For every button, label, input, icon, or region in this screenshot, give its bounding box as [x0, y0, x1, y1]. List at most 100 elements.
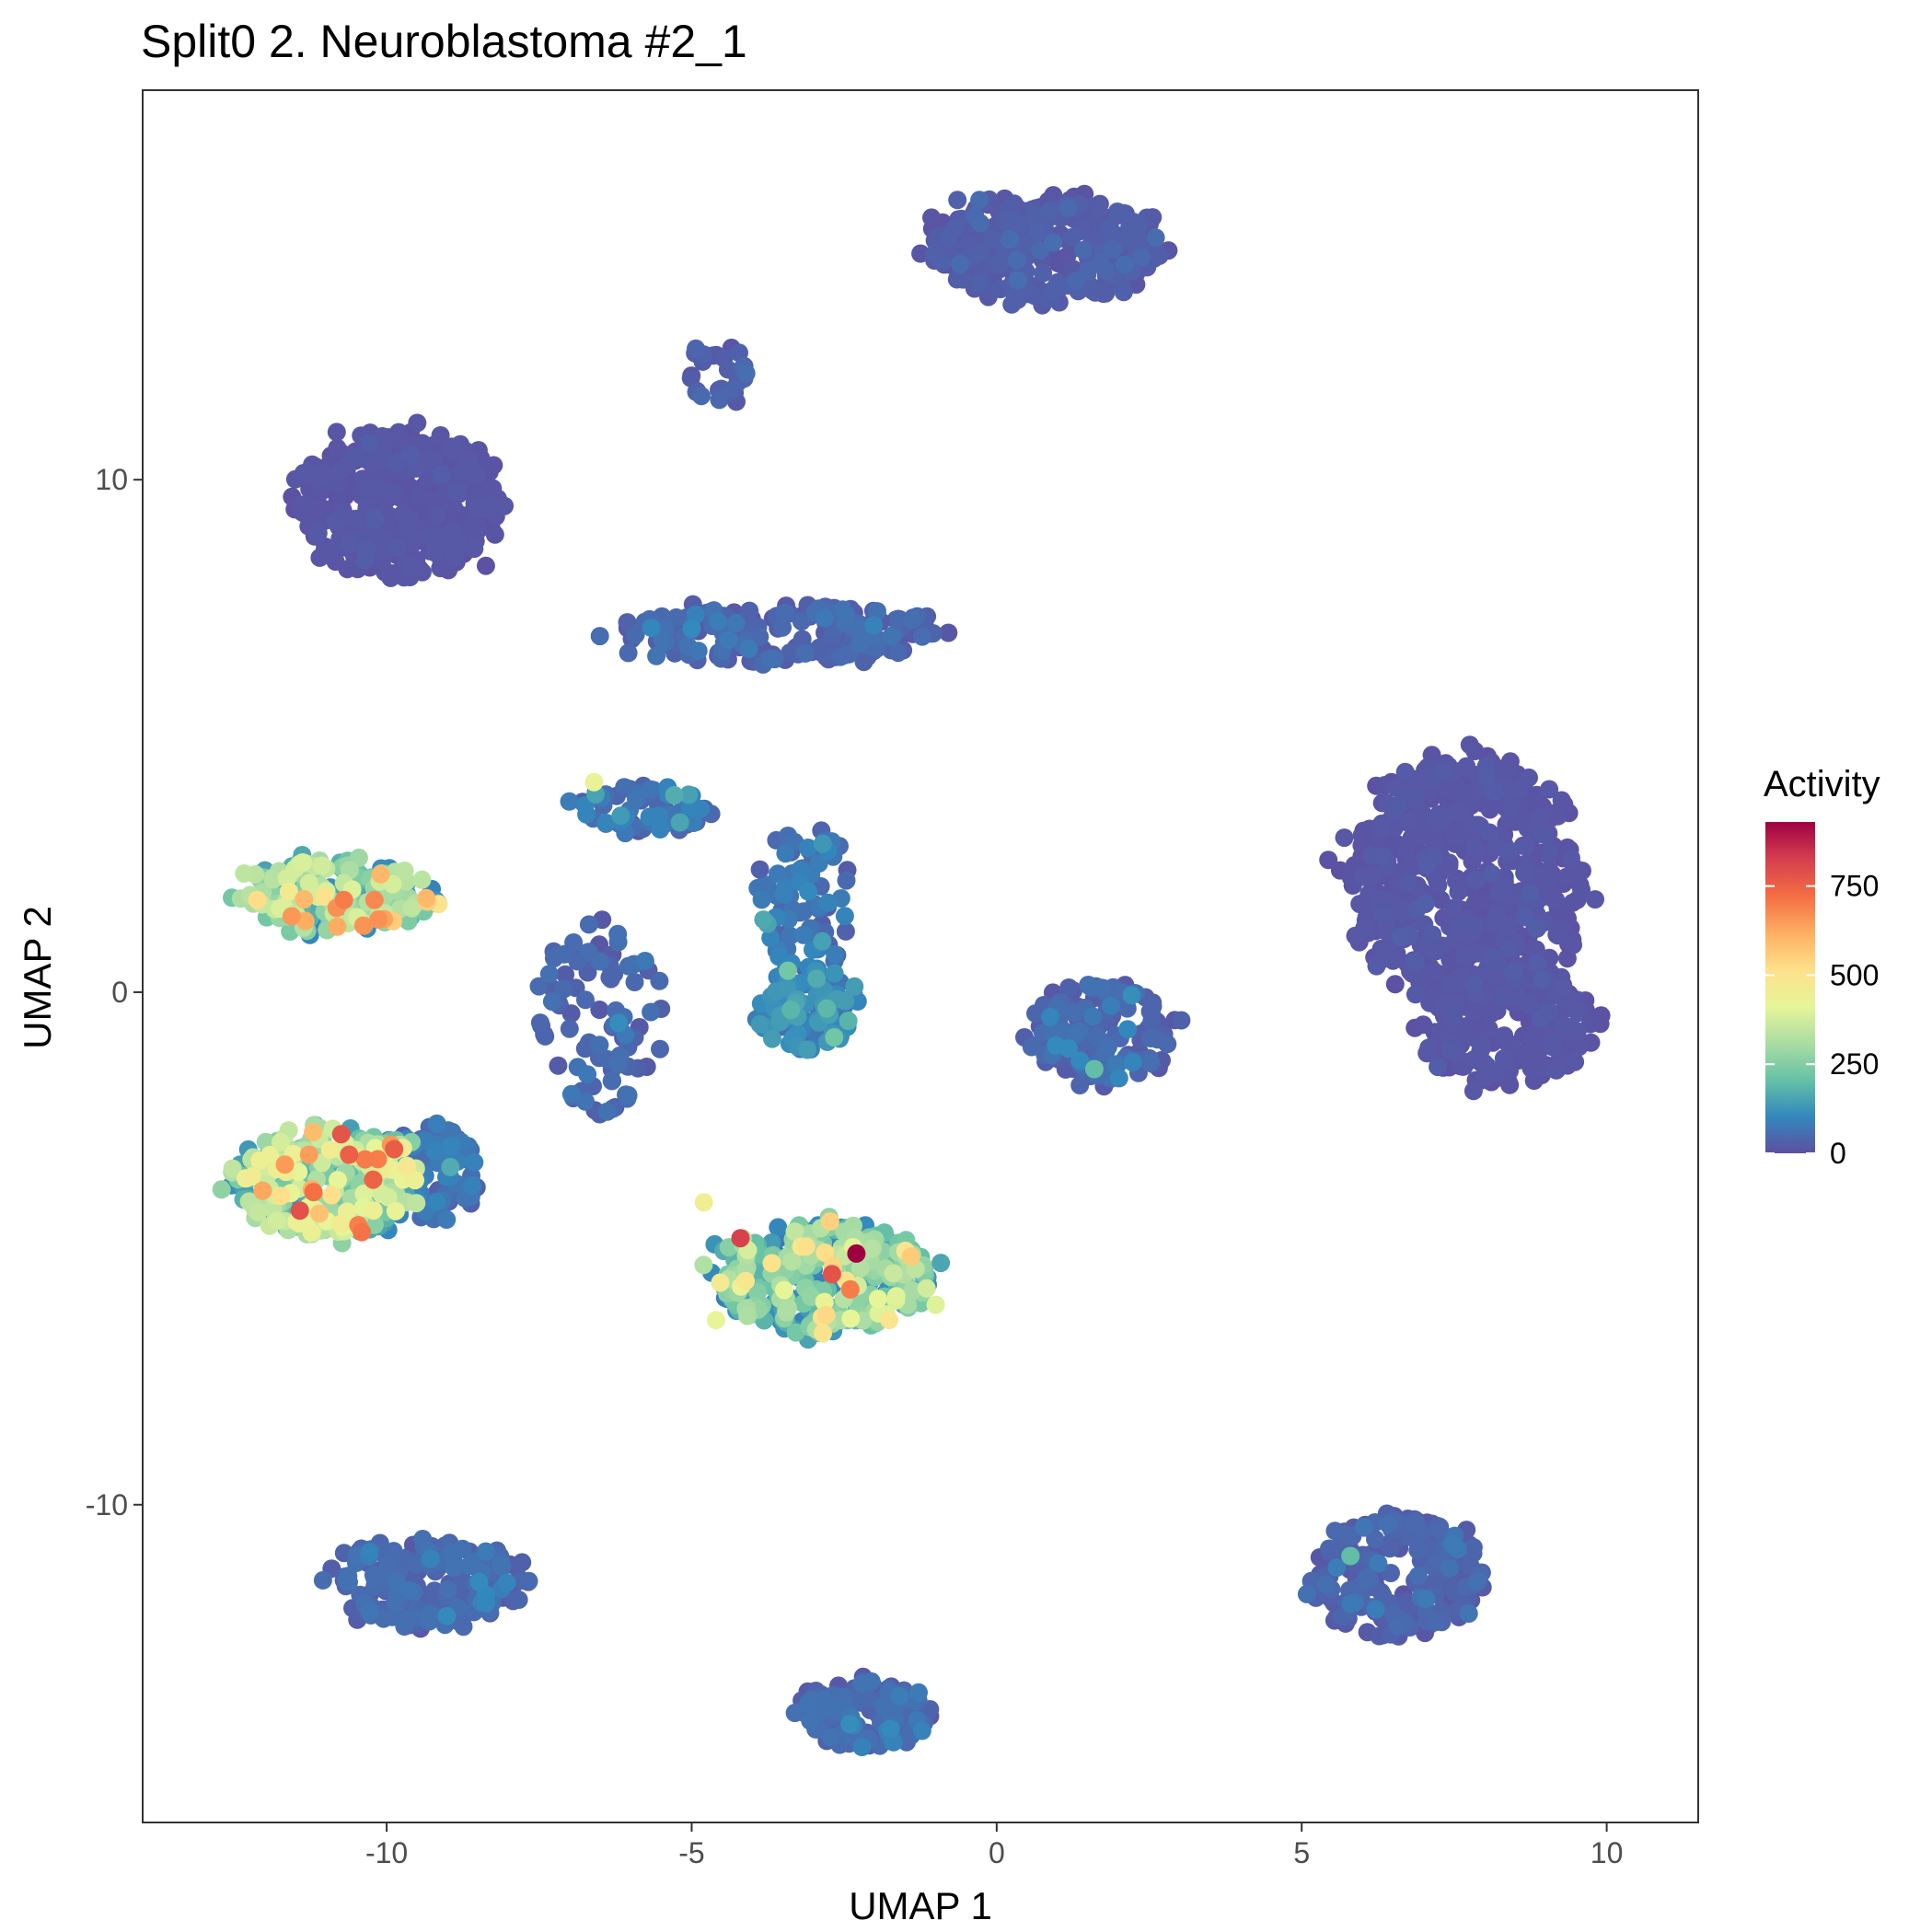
data-point: [862, 1239, 882, 1258]
data-point: [1115, 255, 1134, 274]
data-point: [1366, 1530, 1384, 1549]
data-point: [364, 1201, 383, 1221]
data-point: [1341, 1594, 1360, 1614]
data-point: [398, 1157, 417, 1176]
data-point: [1357, 1568, 1376, 1588]
data-point: [1569, 1037, 1589, 1057]
data-point: [750, 628, 769, 646]
data-point: [816, 1244, 835, 1262]
data-point: [1500, 841, 1519, 861]
data-point: [939, 623, 958, 642]
data-point: [825, 1028, 844, 1047]
data-point: [882, 1706, 901, 1725]
data-point: [1066, 1002, 1084, 1022]
data-point: [355, 1150, 375, 1169]
data-point: [347, 448, 366, 467]
data-point: [1444, 1007, 1463, 1026]
data-point: [425, 1141, 445, 1161]
data-point: [792, 612, 811, 631]
data-point: [1391, 927, 1410, 946]
data-point: [692, 387, 711, 406]
data-point: [796, 643, 815, 663]
data-point: [1001, 230, 1020, 249]
data-point: [862, 1672, 881, 1691]
data-point: [468, 465, 487, 484]
data-point: [775, 604, 794, 622]
data-point: [1081, 977, 1100, 996]
x-tick-label: 5: [1293, 1836, 1310, 1869]
data-point: [1142, 1012, 1162, 1031]
data-point: [825, 964, 844, 983]
data-point: [463, 1176, 481, 1196]
y-tick-label: 10: [95, 463, 128, 496]
data-point: [813, 834, 832, 853]
data-point: [1434, 760, 1453, 780]
data-point: [1561, 849, 1580, 868]
data-point: [560, 792, 579, 811]
data-point: [1411, 827, 1429, 846]
data-point: [868, 602, 886, 621]
data-point: [1070, 1051, 1090, 1070]
data-point: [1316, 1575, 1336, 1594]
data-point: [293, 853, 312, 872]
data-point: [1034, 263, 1053, 283]
data-point: [707, 1311, 725, 1330]
data-point: [1044, 233, 1063, 252]
data-point: [608, 1013, 628, 1033]
data-point: [1530, 807, 1549, 827]
data-point: [901, 1247, 920, 1267]
data-point: [576, 990, 595, 1010]
data-point: [822, 1265, 841, 1284]
data-point: [807, 969, 827, 989]
data-point: [635, 952, 654, 970]
data-point: [809, 854, 828, 873]
data-point: [1383, 951, 1403, 970]
data-point: [331, 1214, 351, 1233]
data-point: [1373, 905, 1393, 923]
data-point: [888, 609, 908, 629]
data-point: [384, 481, 403, 501]
data-point: [948, 191, 967, 210]
data-point: [223, 1159, 242, 1178]
data-point: [1440, 1558, 1459, 1578]
data-point: [1480, 823, 1499, 842]
data-point: [1516, 1044, 1535, 1063]
data-point: [427, 1192, 446, 1211]
data-point: [590, 627, 609, 646]
data-point: [329, 1171, 347, 1190]
data-point: [813, 931, 832, 951]
data-point: [1130, 230, 1150, 249]
data-point: [679, 785, 699, 804]
data-point: [1086, 1027, 1105, 1046]
data-point: [561, 1084, 581, 1104]
data-point: [469, 1572, 489, 1591]
data-point: [353, 916, 373, 935]
data-point: [779, 961, 798, 980]
data-point: [781, 926, 800, 945]
data-point: [769, 1218, 788, 1237]
data-point: [308, 524, 328, 543]
data-point: [442, 1543, 461, 1562]
data-point: [1545, 890, 1564, 909]
data-point: [1346, 926, 1365, 945]
data-point: [888, 643, 908, 663]
data-point: [1406, 1512, 1425, 1532]
data-point: [1354, 1518, 1373, 1536]
data-point: [769, 864, 788, 884]
data-point: [1320, 1539, 1338, 1558]
data-point: [775, 1280, 793, 1300]
data-point: [810, 638, 829, 657]
data-point: [852, 1738, 872, 1756]
data-point: [1515, 908, 1534, 927]
data-point: [990, 254, 1010, 273]
data-point: [1466, 870, 1486, 889]
data-point: [1424, 942, 1443, 961]
data-point: [840, 1715, 860, 1734]
legend-tick-label: 0: [1830, 1137, 1846, 1170]
data-point: [603, 1071, 622, 1091]
data-point: [971, 214, 990, 233]
data-point: [1172, 1011, 1191, 1030]
data-point: [461, 451, 480, 470]
data-point: [1480, 800, 1499, 819]
data-point: [882, 627, 901, 646]
